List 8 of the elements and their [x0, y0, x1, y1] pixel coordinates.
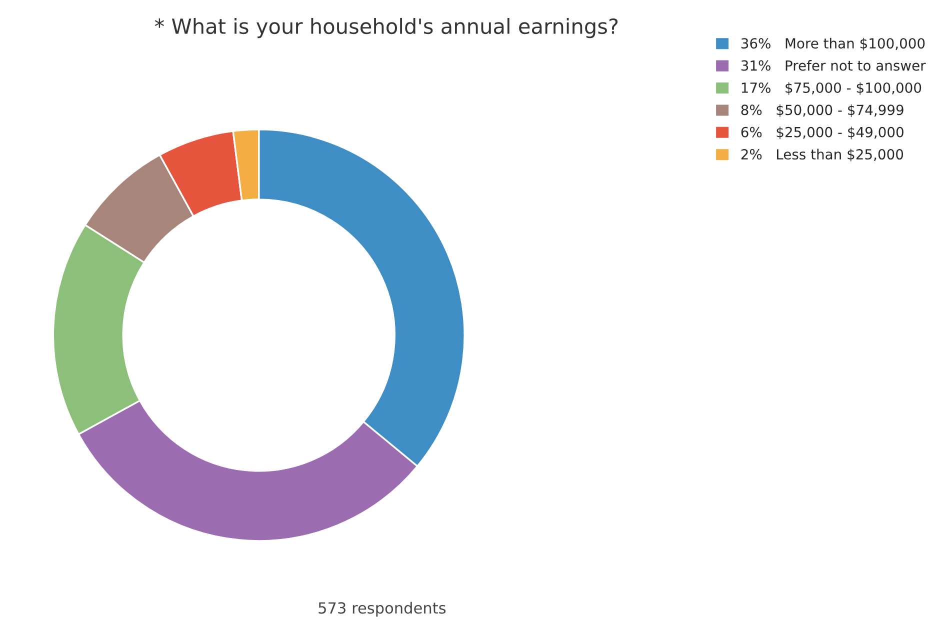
legend-label: 2% Less than $25,000: [741, 148, 904, 162]
legend-label: 17% $75,000 - $100,000: [742, 82, 922, 95]
legend-label: 31% Prefer not to answer: [741, 60, 926, 71]
chart-title: * What is your household's annual earnings?: [154, 18, 618, 38]
legend-label: 36% More than $100,000: [741, 38, 925, 50]
text: 573 respondents: [318, 602, 446, 617]
legend-label: 8% $50,000 - $74,999: [741, 104, 904, 118]
legend-label: 6% $25,000 - $49,000: [741, 126, 904, 140]
